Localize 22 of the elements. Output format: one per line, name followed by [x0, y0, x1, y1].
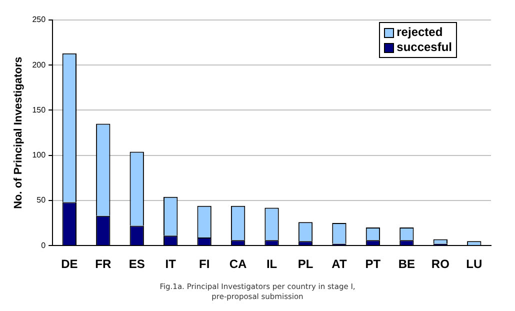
x-tick-label: PT	[365, 257, 382, 272]
y-tick-label: 200	[32, 60, 46, 70]
x-tick-label: DE	[61, 257, 78, 272]
x-tick-label: ES	[128, 257, 145, 272]
y-tick-label: 50	[36, 196, 46, 205]
x-tick-label: IL	[266, 257, 278, 272]
x-tick-label: IT	[165, 257, 177, 272]
x-tick-label: FR	[95, 257, 112, 272]
y-tick-label: 100	[32, 150, 46, 160]
x-tick-label: PL	[298, 257, 314, 272]
x-tick-label: AT	[332, 257, 348, 272]
y-tick-label: 0	[41, 240, 46, 250]
y-tick-label: 150	[32, 105, 46, 114]
x-tick-label: LU	[466, 257, 482, 272]
x-tick-label: FI	[198, 257, 210, 272]
legend-label: rejected	[396, 25, 443, 40]
x-tick-label: BE	[398, 257, 416, 272]
x-tick-label: RO	[431, 257, 450, 272]
legend-label: succesful	[396, 40, 452, 55]
y-axis-title: No. of Principal Investigators	[12, 56, 25, 209]
y-tick-label: 250	[32, 15, 46, 24]
x-tick-label: CA	[229, 257, 248, 272]
